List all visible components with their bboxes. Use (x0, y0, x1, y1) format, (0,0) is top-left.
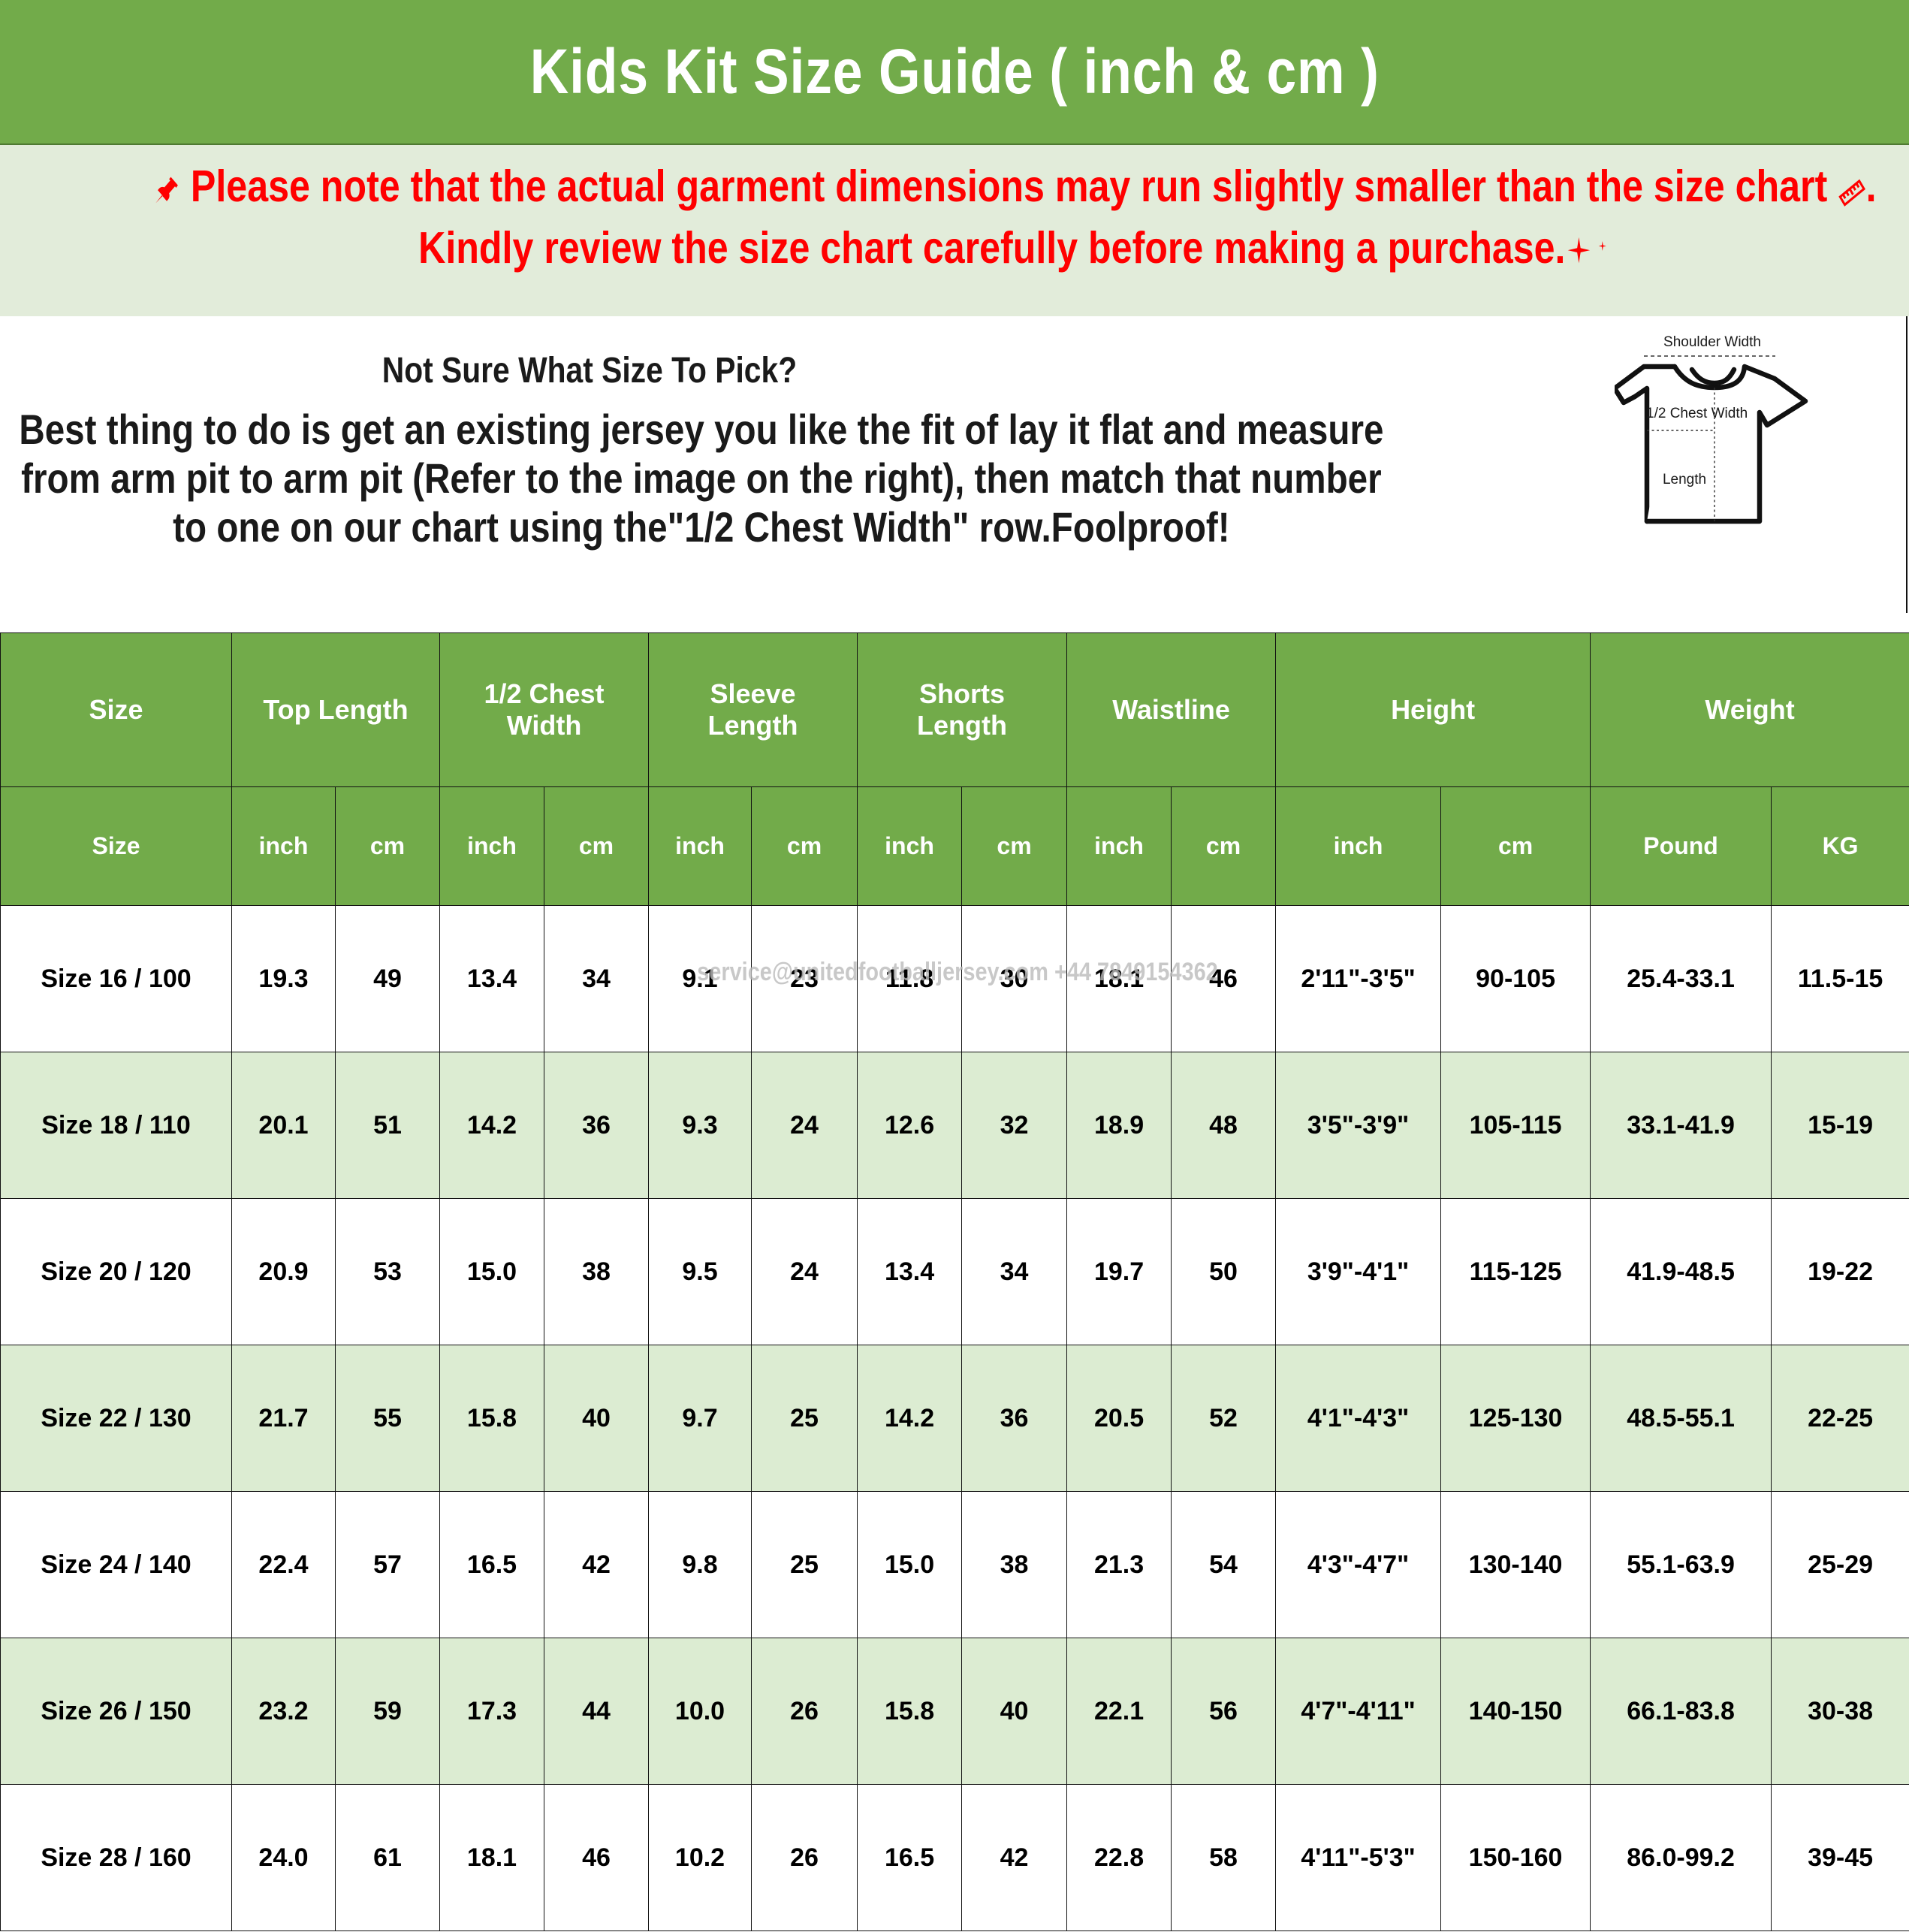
svg-text:Length: Length (1663, 472, 1706, 488)
svg-text:1/2 Chest Width: 1/2 Chest Width (1646, 406, 1748, 421)
svg-text:Shoulder Width: Shoulder Width (1663, 334, 1761, 350)
